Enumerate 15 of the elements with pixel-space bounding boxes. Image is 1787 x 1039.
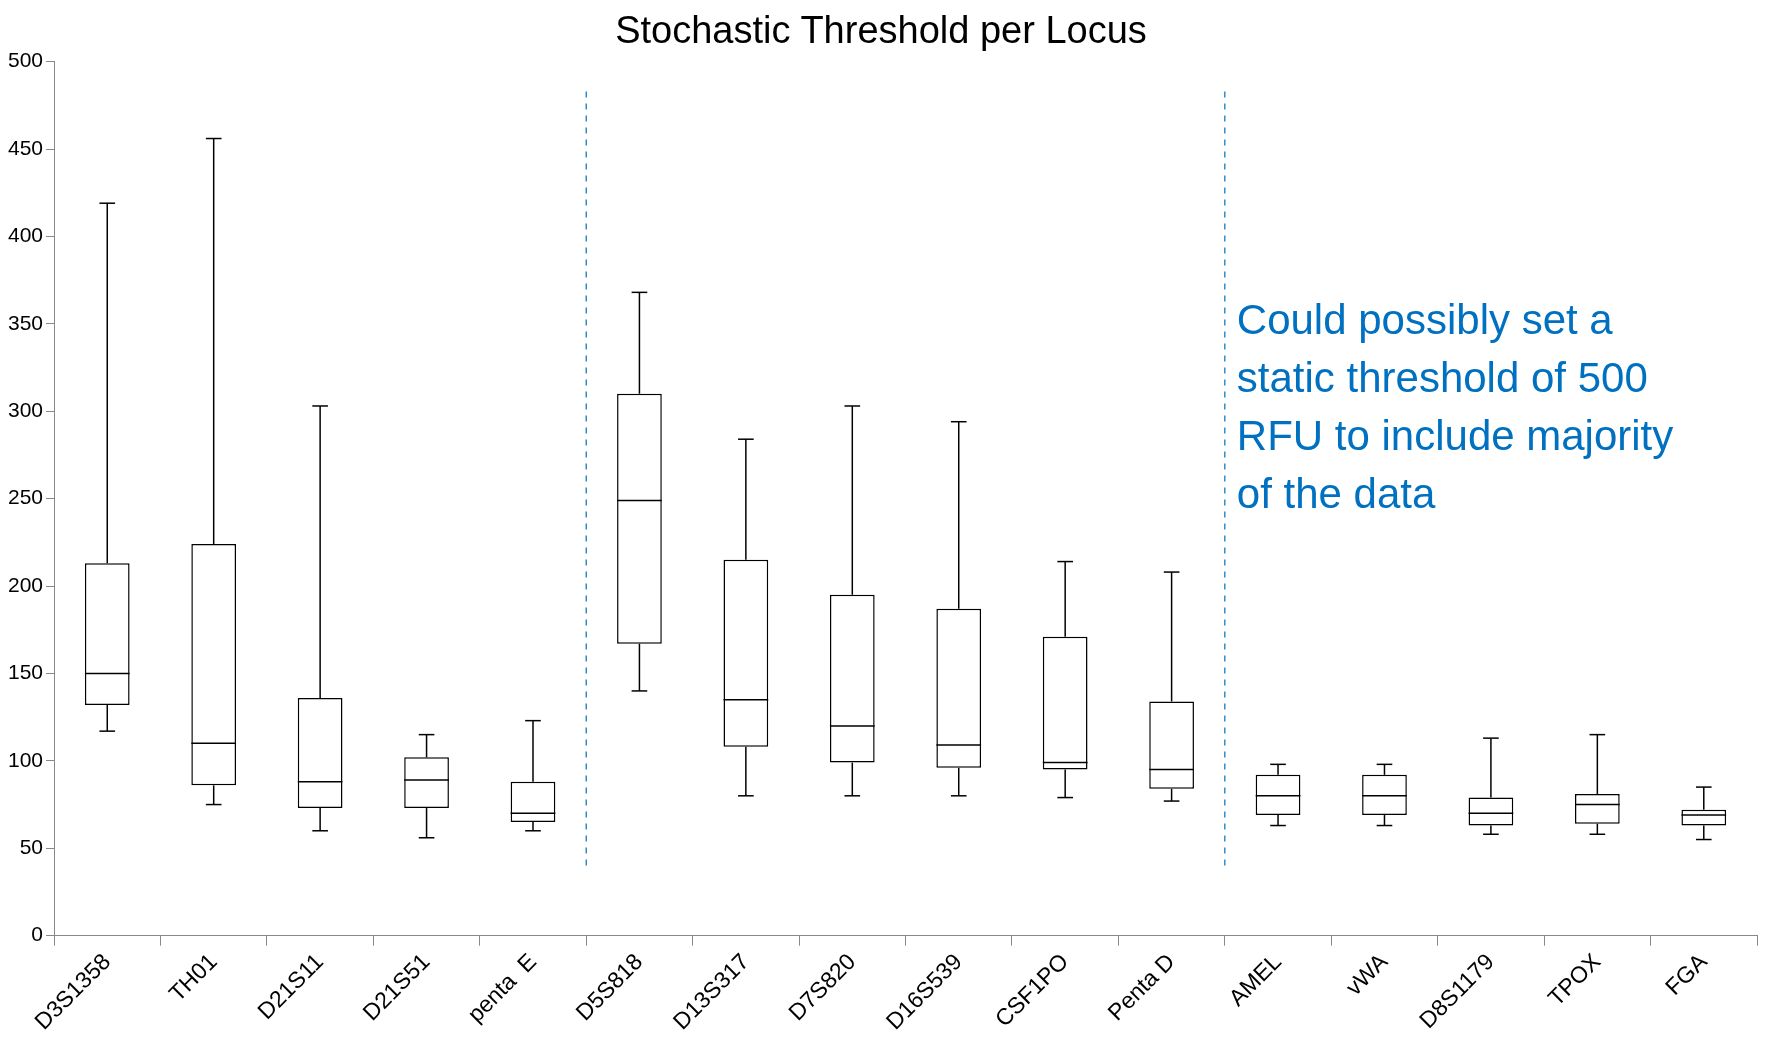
y-tick-label: 150 xyxy=(7,660,44,684)
y-tick-label: 300 xyxy=(7,398,44,422)
x-tick-label: FGA xyxy=(1659,947,1713,1000)
chart-title: Stochastic Threshold per Locus xyxy=(615,9,1147,52)
annotation: Could possibly set a static threshold of 500 RFU to include majority of the data xyxy=(1236,296,1674,518)
y-tick-label: 450 xyxy=(7,135,44,159)
y-tick-label: 400 xyxy=(7,223,44,247)
x-tick-label: vWA xyxy=(1340,947,1393,1001)
y-tick-label: 200 xyxy=(7,572,44,596)
y-tick-label: 0 xyxy=(31,922,44,946)
y-tick-label: 350 xyxy=(7,310,44,334)
y-tick-label: 100 xyxy=(7,747,44,771)
y-tick-label: 250 xyxy=(7,485,44,509)
y-tick-label: 500 xyxy=(7,48,44,72)
y-tick-label: 50 xyxy=(19,835,44,859)
